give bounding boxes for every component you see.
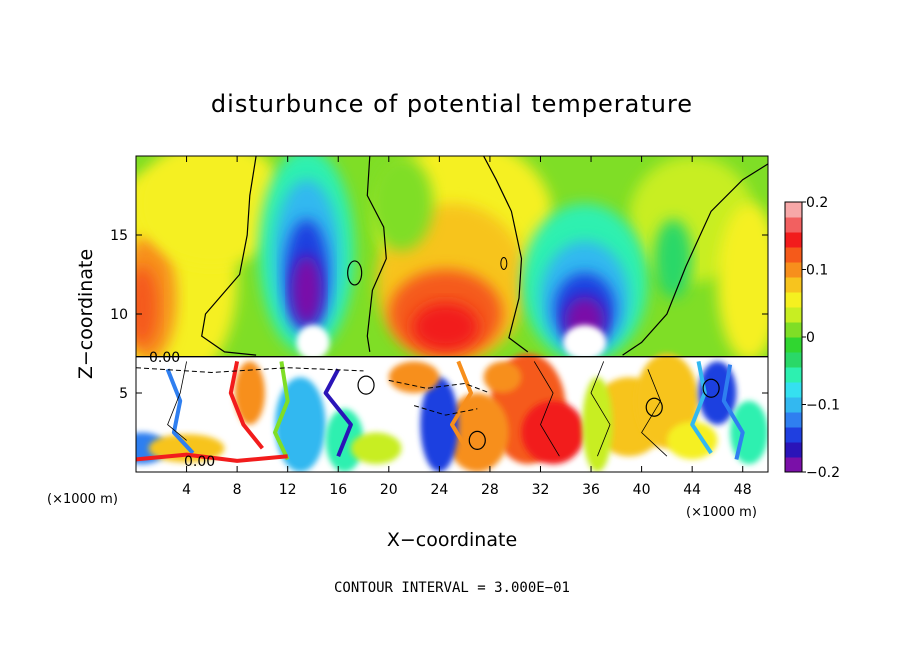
contour-label-upper: 0.00 <box>149 350 180 366</box>
colorbar-swatch <box>785 397 802 413</box>
colorbar-swatch <box>785 457 802 473</box>
field-patch <box>563 325 607 360</box>
field-patch <box>582 377 613 472</box>
colorbar-tick-label: 0 <box>806 330 815 346</box>
x-tick-label: 12 <box>279 482 297 498</box>
zero-contour <box>366 156 387 352</box>
x-tick-label: 48 <box>734 482 752 498</box>
field-patch <box>666 421 718 460</box>
colorbar-swatch <box>785 247 802 263</box>
x-tick-label: 20 <box>380 482 398 498</box>
negative-contour <box>136 367 364 374</box>
x-axis: 4 8 12 16 20 24 28 32 36 40 44 48 <box>182 156 752 498</box>
x-unit-right: (×1000 m) <box>686 505 757 520</box>
colorbar-tick-label: 0.1 <box>806 263 828 279</box>
colorbar: 0.2 0.1 0 −0.1 −0.2 <box>784 195 840 481</box>
y-tick-label: 5 <box>119 386 128 402</box>
field-patch <box>136 266 158 346</box>
zero-contour <box>468 430 486 450</box>
colorbar-swatch <box>785 352 802 368</box>
field-patch <box>420 377 459 472</box>
colorbar-swatch <box>785 337 802 353</box>
upper-field <box>136 156 768 393</box>
colorbar-swatch <box>785 277 802 293</box>
x-tick-label: 4 <box>182 482 191 498</box>
x-tick-label: 36 <box>582 482 600 498</box>
x-tick-label: 32 <box>532 482 550 498</box>
positive-contour <box>167 361 187 441</box>
field-streak <box>228 361 264 450</box>
zero-contour <box>357 375 375 395</box>
colorbar-tick-label: −0.1 <box>806 398 840 414</box>
colorbar-swatch <box>785 307 802 323</box>
y-tick-label: 15 <box>110 228 128 244</box>
chart-title: disturbunce of potential temperature <box>211 90 693 118</box>
field-patch <box>369 156 434 251</box>
field-patch <box>412 302 479 351</box>
y-tick-label: 10 <box>110 307 128 323</box>
x-tick-label: 28 <box>481 482 499 498</box>
x-axis-title: X−coordinate <box>387 529 517 551</box>
colorbar-swatch <box>785 262 802 278</box>
field-patch <box>234 361 265 425</box>
zero-contour <box>702 378 720 398</box>
x-unit-left: (×1000 m) <box>47 492 118 507</box>
zero-contour <box>622 163 768 356</box>
positive-contour <box>590 361 611 457</box>
field-patch <box>350 432 402 465</box>
field-patch <box>445 393 509 472</box>
colorbar-swatch <box>785 427 802 443</box>
x-tick-label: 40 <box>633 482 651 498</box>
field-patch <box>654 219 693 299</box>
zero-contour <box>645 397 663 417</box>
field-streak <box>450 360 473 458</box>
plot-area <box>136 156 768 472</box>
colorbar-swatch <box>785 232 802 248</box>
field-streak <box>690 361 713 455</box>
colorbar-swatch <box>785 367 802 383</box>
colorbar-tick-label: −0.2 <box>806 465 840 481</box>
x-tick-label: 8 <box>233 482 242 498</box>
colorbar-swatch <box>785 292 802 308</box>
y-axis-title: Z−coordinate <box>75 249 97 379</box>
x-tick-label: 16 <box>329 482 347 498</box>
colorbar-swatch <box>785 412 802 428</box>
lower-field <box>136 353 768 472</box>
field-patch <box>388 361 440 394</box>
contour-lines <box>136 156 768 457</box>
field-streak <box>165 368 195 455</box>
field-patch <box>291 255 322 326</box>
y-axis: 5 10 15 <box>110 228 768 402</box>
negative-contour <box>413 405 478 416</box>
positive-contour <box>641 369 668 457</box>
colorbar-swatch <box>785 382 802 398</box>
colorbar-swatch <box>785 202 802 218</box>
field-patch <box>717 203 768 362</box>
zero-contour <box>483 156 529 353</box>
zero-contour <box>347 260 363 286</box>
field-patch <box>521 400 585 465</box>
negative-contour <box>388 379 491 394</box>
x-tick-label: 24 <box>430 482 448 498</box>
field-streak <box>273 361 290 461</box>
field-patch <box>136 156 288 267</box>
field-streak <box>721 364 745 460</box>
zero-contour <box>201 156 257 356</box>
positive-contour <box>533 361 560 457</box>
colorbar-swatch <box>785 322 802 338</box>
field-patch <box>296 325 330 360</box>
zero-contour <box>500 256 508 270</box>
contour-label-lower: 0.00 <box>184 454 215 470</box>
field-patch <box>483 361 522 394</box>
field-streak <box>323 368 353 457</box>
field-streak <box>136 452 288 463</box>
x-tick-label: 44 <box>683 482 701 498</box>
colorbar-tick-label: 0.2 <box>806 195 828 211</box>
colorbar-swatch <box>785 442 802 458</box>
colorbar-swatch <box>785 217 802 233</box>
contour-interval-note: CONTOUR INTERVAL = 3.000E−01 <box>334 580 570 596</box>
